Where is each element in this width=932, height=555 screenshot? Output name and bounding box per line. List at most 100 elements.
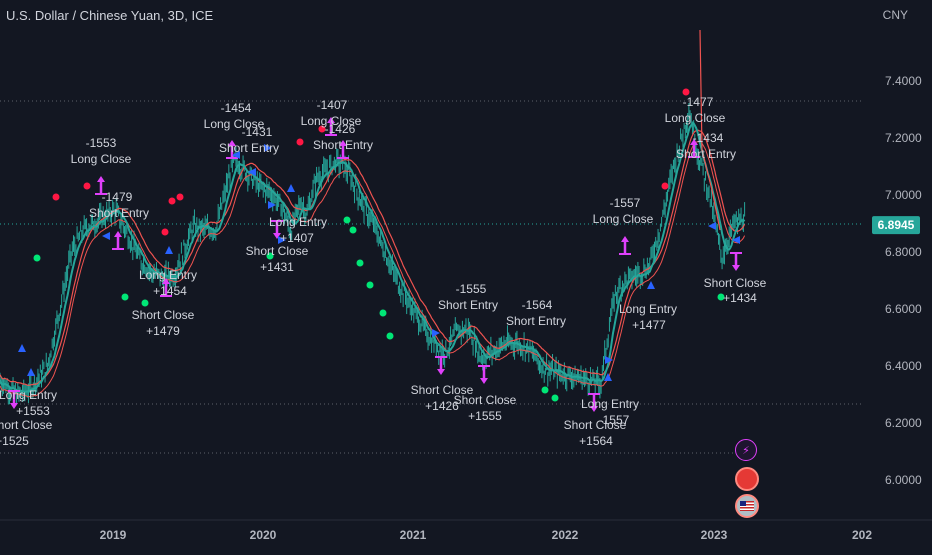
signal-dot bbox=[366, 281, 374, 289]
annotation-label: Long Entry bbox=[139, 268, 197, 282]
lightning-icon[interactable]: ⚡ bbox=[735, 439, 757, 461]
annotation-label: +1454 bbox=[153, 284, 187, 298]
annotation-label: -1564 bbox=[522, 298, 553, 312]
annotation-label: -1477 bbox=[683, 95, 714, 109]
price-tick-label: 6.0000 bbox=[885, 473, 922, 487]
entry-arrow-icon bbox=[8, 390, 20, 409]
entry-arrow-icon bbox=[95, 176, 107, 195]
annotation-label: Long Entry bbox=[581, 397, 639, 411]
current-price-label: 6.8945 bbox=[878, 218, 915, 232]
direction-triangle-icon bbox=[647, 281, 655, 289]
annotation-label: Short Entry bbox=[313, 138, 373, 152]
arrow-head bbox=[97, 176, 105, 182]
slow-band-lower bbox=[0, 141, 746, 398]
arrow-head bbox=[437, 369, 445, 375]
entry-arrow-icon bbox=[478, 365, 490, 384]
entry-arrow-icon bbox=[271, 220, 283, 239]
current-price-badge bbox=[872, 216, 920, 235]
direction-triangle-icon bbox=[604, 373, 612, 381]
entry-arrow-icon bbox=[160, 278, 172, 297]
annotation-label: Long Close bbox=[593, 212, 654, 226]
time-tick-label: 2021 bbox=[400, 528, 427, 542]
annotation-label: +1555 bbox=[468, 409, 502, 423]
arrow-head bbox=[480, 378, 488, 384]
entry-arrow-icon bbox=[226, 140, 238, 159]
signal-dot bbox=[168, 197, 176, 205]
direction-triangle-icon bbox=[708, 222, 716, 230]
direction-triangle-icon bbox=[27, 368, 35, 376]
annotation-label: +1434 bbox=[723, 291, 757, 305]
annotation-label: -1553 bbox=[86, 136, 117, 150]
direction-triangle-icon bbox=[268, 201, 276, 209]
entry-arrow-icon bbox=[588, 393, 600, 412]
annotation-label: -1555 bbox=[456, 282, 487, 296]
price-tick-label: 7.2000 bbox=[885, 131, 922, 145]
direction-triangle-icon bbox=[102, 232, 110, 240]
annotation-label: +1479 bbox=[146, 324, 180, 338]
signal-dot bbox=[141, 299, 149, 307]
arrow-head bbox=[590, 406, 598, 412]
price-tick-label: 6.2000 bbox=[885, 416, 922, 430]
arrow-head bbox=[273, 233, 281, 239]
annotation-label: Short Entry bbox=[676, 147, 736, 161]
time-tick-label: 2022 bbox=[552, 528, 579, 542]
arrow-head bbox=[10, 403, 18, 409]
signal-dot bbox=[682, 88, 690, 96]
direction-triangle-icon bbox=[432, 329, 440, 337]
time-tick-label: 2020 bbox=[250, 528, 277, 542]
record-icon[interactable] bbox=[735, 467, 759, 491]
annotation-label: +1525 bbox=[0, 434, 29, 448]
signal-dot bbox=[356, 259, 364, 267]
signal-dot bbox=[121, 293, 129, 301]
fast-ma-line bbox=[0, 121, 746, 393]
slow-band-upper bbox=[0, 129, 746, 386]
signal-dot bbox=[343, 216, 351, 224]
annotation-label: Long Close bbox=[665, 111, 726, 125]
signal-dot bbox=[296, 138, 304, 146]
signal-dot bbox=[717, 293, 725, 301]
signal-dot bbox=[661, 182, 669, 190]
signal-dot bbox=[349, 226, 357, 234]
annotation-label: -1407 bbox=[317, 98, 348, 112]
annotation-label: +1426 bbox=[425, 399, 459, 413]
annotation-label: Short Close bbox=[0, 418, 53, 432]
direction-triangle-icon bbox=[232, 151, 240, 159]
signal-dot bbox=[176, 193, 184, 201]
annotation-label: +1564 bbox=[579, 434, 613, 448]
annotation-label: Long Close bbox=[71, 152, 132, 166]
arrow-head bbox=[690, 139, 698, 145]
annotation-label: +1407 bbox=[280, 231, 314, 245]
entry-arrow-icon bbox=[325, 117, 337, 136]
arrow-head bbox=[327, 117, 335, 123]
price-tick-label: 6.8000 bbox=[885, 245, 922, 259]
annotation-label: Short Close bbox=[132, 308, 195, 322]
arrow-head bbox=[339, 140, 347, 146]
signal-dot bbox=[379, 309, 387, 317]
annotation-label: Short Close bbox=[704, 276, 767, 290]
direction-triangle-icon bbox=[18, 344, 26, 352]
annotation-label: Short Close bbox=[246, 244, 309, 258]
time-tick-label: 2023 bbox=[701, 528, 728, 542]
annotation-label: Long Entry bbox=[0, 388, 57, 402]
us-flag-icon[interactable] bbox=[735, 494, 759, 518]
entry-arrow-icon bbox=[337, 140, 349, 159]
annotation-label: Short Entry bbox=[89, 206, 149, 220]
annotation-label: Long Close bbox=[204, 117, 265, 131]
signal-dot bbox=[551, 394, 559, 402]
annotation-label: +1477 bbox=[632, 318, 666, 332]
annotation-label: Short Close bbox=[564, 418, 627, 432]
arrow-head bbox=[228, 140, 236, 146]
annotation-label: Long Close bbox=[301, 114, 362, 128]
arrow-head bbox=[162, 278, 170, 284]
entry-arrow-icon bbox=[619, 236, 631, 255]
signal-dot bbox=[52, 193, 60, 201]
signal-dot bbox=[318, 125, 326, 133]
direction-triangle-icon bbox=[264, 144, 272, 152]
direction-triangle-icon bbox=[605, 356, 613, 364]
annotation-label: Short Entry bbox=[438, 298, 498, 312]
signal-markers bbox=[8, 88, 742, 412]
direction-triangle-icon bbox=[248, 168, 256, 176]
price-tick-label: 6.4000 bbox=[885, 359, 922, 373]
